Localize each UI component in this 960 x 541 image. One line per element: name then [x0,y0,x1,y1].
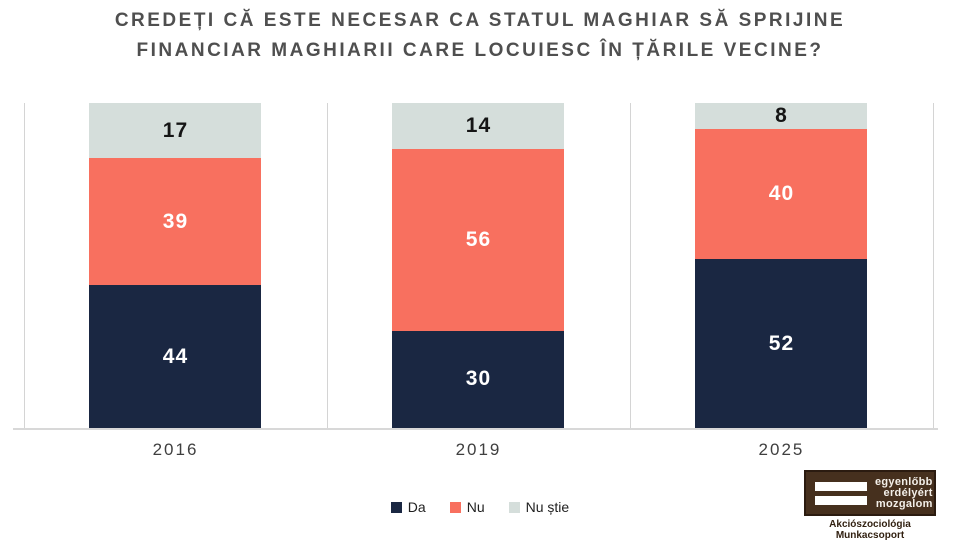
logo-text: egyenlőbb erdélyért mozgalom [875,475,933,510]
stacked-bar-2025: 8 40 52 [695,103,868,428]
data-label-nu-2019: 56 [465,227,492,251]
gridline [933,103,934,428]
bar-segment-nu-stie-2019: 14 [392,103,565,149]
x-axis-label-2019: 2019 [455,440,502,459]
gridline [630,103,631,428]
data-label-nu-2016: 39 [162,209,189,233]
data-label-nu-stie-2016: 17 [162,118,189,142]
legend-item-nu-stie: Nu știe [508,499,570,515]
logo-text-line1: egyenlőbb [875,475,933,488]
legend-swatch-nu [449,501,461,513]
gridline [326,103,328,428]
data-label-nu-2025: 40 [768,182,795,205]
x-axis-line [13,428,938,430]
chart-title-line1: CREDEȚI CĂ ESTE NECESAR CA STATUL MAGHIA… [114,10,846,31]
gridline [24,103,25,428]
data-label-da-2016: 44 [162,344,189,368]
x-axis-labels: 2016 2019 2025 [24,440,933,460]
bar-segment-nu-2016: 39 [89,158,262,285]
plot-area: 17 39 44 14 56 30 8 40 52 [13,103,938,430]
stacked-bar-2016: 17 39 44 [89,103,262,428]
legend-label-nu-stie: Nu știe [525,499,570,515]
legend: Da Nu Nu știe [0,499,960,515]
org-logo: egyenlőbb erdélyért mozgalom [804,470,936,516]
legend-item-nu: Nu [449,499,485,515]
data-label-nu-stie-2025: 8 [775,104,788,127]
chart-title: CREDEȚI CĂ ESTE NECESAR CA STATUL MAGHIA… [0,6,960,66]
legend-label-nu: Nu [466,499,485,515]
logo-text-line2: erdélyért [883,486,933,499]
equals-bar-top [815,481,867,491]
x-axis-label-2025: 2025 [758,440,805,459]
category-column-2025: 8 40 52 [630,103,933,428]
bar-segment-nu-2025: 40 [695,129,868,259]
x-axis-label-2016: 2016 [152,440,199,459]
bar-segment-nu-stie-2025: 8 [695,103,868,129]
legend-item-da: Da [390,499,426,515]
legend-swatch-da [390,501,402,513]
equals-icon [815,481,867,505]
legend-label-da: Da [407,499,426,515]
bar-segment-da-2025: 52 [695,259,868,428]
bar-segment-da-2016: 44 [89,285,262,428]
bar-segment-nu-2019: 56 [392,148,565,331]
logo-text-line3: mozgalom [875,497,933,510]
category-column-2019: 14 56 30 [327,103,630,428]
data-label-nu-stie-2019: 14 [465,113,492,137]
logo-caption: Akciószociológia Munkacsoport [829,519,911,541]
legend-swatch-nu-stie [508,501,520,513]
bar-segment-da-2019: 30 [392,330,565,428]
chart-title-line2: FINANCIAR MAGHIARII CARE LOCUIESC ÎN ȚĂR… [136,40,824,61]
stacked-bar-2019: 14 56 30 [392,103,565,428]
data-label-da-2025: 52 [768,331,795,355]
category-column-2016: 17 39 44 [24,103,327,428]
equals-bar-bottom [815,495,867,505]
data-label-da-2019: 30 [465,367,492,391]
bar-segment-nu-stie-2016: 17 [89,103,262,159]
